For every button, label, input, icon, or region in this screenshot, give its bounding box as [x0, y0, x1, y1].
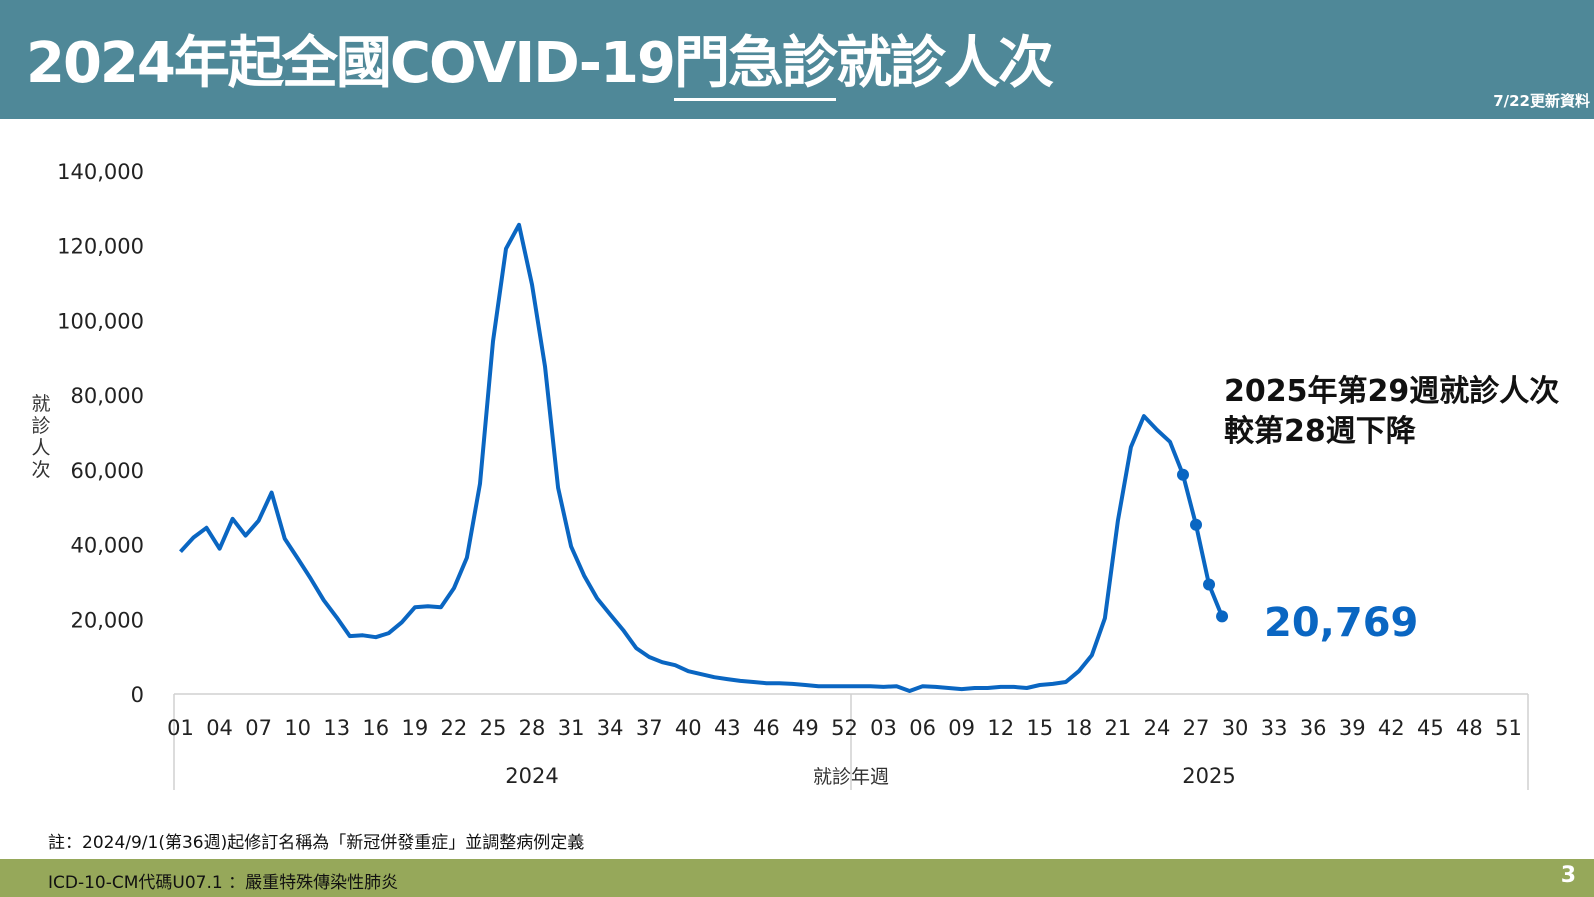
x-tick-label: 15 — [1026, 716, 1053, 740]
icd-code-note: ICD-10-CM代碼U07.1 ：嚴重特殊傳染性肺炎 — [48, 873, 399, 893]
x-tick-label: 45 — [1417, 716, 1444, 740]
update-note: 7/22更新資料 — [1493, 92, 1590, 110]
x-tick-label: 01 — [167, 716, 194, 740]
x-tick-label: 49 — [792, 716, 819, 740]
title-part2: 就診人次 — [835, 31, 1054, 96]
y-tick-label: 80,000 — [71, 384, 144, 408]
annotation-line1: 2025年第29週就診人次 — [1224, 374, 1560, 409]
x-tick-label: 12 — [987, 716, 1014, 740]
footer-bar: ICD-10-CM代碼U07.1 ：嚴重特殊傳染性肺炎 3 — [0, 859, 1594, 897]
annotation-line2: 較第28週下降 — [1224, 414, 1416, 449]
x-tick-label: 36 — [1300, 716, 1327, 740]
header-bar: 2024年起全國COVID-19門急診就診人次 7/22更新資料 — [0, 0, 1594, 119]
x-tick-label: 22 — [441, 716, 468, 740]
x-tick-label: 31 — [558, 716, 585, 740]
y-tick-label: 100,000 — [57, 309, 144, 333]
x-tick-label: 52 — [831, 716, 858, 740]
x-tick-label: 04 — [206, 716, 233, 740]
y-tick-label: 20,000 — [71, 608, 144, 632]
x-tick-label: 46 — [753, 716, 780, 740]
data-point-marker — [1176, 468, 1189, 481]
x-tick-label: 16 — [362, 716, 389, 740]
x-tick-label: 51 — [1495, 716, 1522, 740]
title-underlined: 門急診 — [673, 31, 838, 101]
page-number: 3 — [1560, 863, 1576, 888]
data-point-marker — [1190, 518, 1203, 531]
y-tick-label: 120,000 — [57, 235, 144, 259]
x-tick-label: 34 — [597, 716, 624, 740]
x-tick-label: 18 — [1065, 716, 1092, 740]
y-tick-label: 40,000 — [71, 534, 144, 558]
x-tick-label: 25 — [480, 716, 507, 740]
x-tick-label: 43 — [714, 716, 741, 740]
x-tick-label: 13 — [323, 716, 350, 740]
x-tick-label: 27 — [1183, 716, 1210, 740]
x-tick-label: 07 — [245, 716, 272, 740]
x-tick-label: 48 — [1456, 716, 1483, 740]
x-tick-label: 40 — [675, 716, 702, 740]
x-tick-label: 37 — [636, 716, 663, 740]
x-tick-label: 24 — [1144, 716, 1171, 740]
y-tick-label: 0 — [131, 683, 144, 707]
year-label: 2024 — [505, 764, 558, 788]
data-point-marker — [1216, 610, 1229, 623]
x-tick-label: 19 — [401, 716, 428, 740]
series-line — [179, 222, 1224, 693]
y-tick-label: 140,000 — [57, 160, 144, 184]
x-tick-label: 21 — [1105, 716, 1132, 740]
x-tick-label: 33 — [1261, 716, 1288, 740]
x-tick-label: 09 — [948, 716, 975, 740]
x-tick-label: 10 — [284, 716, 311, 740]
x-tick-label: 30 — [1222, 716, 1249, 740]
x-tick-label: 03 — [870, 716, 897, 740]
x-tick-label: 06 — [909, 716, 936, 740]
x-tick-label: 28 — [519, 716, 546, 740]
chart-annotation: 2025年第29週就診人次 較第28週下降 — [1224, 372, 1559, 452]
year-label: 2025 — [1182, 764, 1235, 788]
footnote: 註：2024/9/1(第36週)起修訂名稱為「新冠併發重症」並調整病例定義 — [48, 833, 585, 853]
page-title: 2024年起全國COVID-19門急診就診人次 — [26, 18, 1054, 101]
x-tick-label: 39 — [1339, 716, 1366, 740]
y-axis-label: 就診人次 — [31, 393, 51, 481]
last-value-label: 20,769 — [1264, 600, 1419, 646]
y-tick-label: 60,000 — [71, 459, 144, 483]
title-part1: 2024年起全國COVID-19 — [26, 31, 676, 96]
x-axis-label: 就診年週 — [813, 766, 889, 788]
data-point-marker — [1203, 578, 1216, 591]
x-tick-label: 42 — [1378, 716, 1405, 740]
